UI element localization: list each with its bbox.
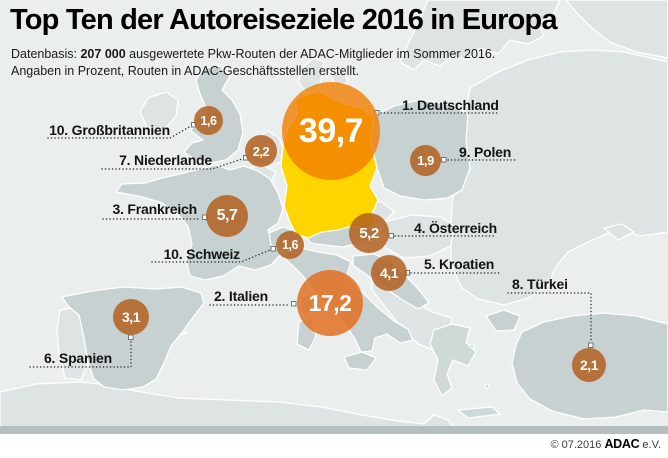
bubble-value-kroatien: 4,1 <box>380 265 398 281</box>
label-niederlande: 7. Niederlande <box>119 152 212 168</box>
copyright-suffix: e.V. <box>639 439 661 451</box>
bubble-value-spanien: 3,1 <box>122 309 140 325</box>
bubble-deutschland: 39,7 <box>282 82 380 180</box>
bubble-value-oesterreich: 5,2 <box>359 224 379 242</box>
region-turkey-thrace <box>485 309 521 332</box>
bubble-italien: 17,2 <box>297 270 363 336</box>
country-ireland <box>139 91 179 131</box>
bubble-value-frankreich: 5,7 <box>216 207 238 224</box>
leader-tuerkei <box>507 292 592 343</box>
country-greece <box>429 323 477 397</box>
label-grossbritannien: 10. Großbritannien <box>49 122 170 138</box>
marker-italien <box>291 301 297 307</box>
subtitle-line1-rest: ausgewertete Pkw-Routen der ADAC-Mitglie… <box>125 47 496 61</box>
leader-grossbritannien <box>47 125 192 139</box>
leader-spanien <box>29 340 132 368</box>
region-crimea <box>603 223 635 241</box>
adac-brand-text: ADAC <box>604 437 640 451</box>
page-title: Top Ten der Autoreiseziele 2016 in Europ… <box>10 4 558 36</box>
label-frankreich: 3. Frankreich <box>112 201 197 217</box>
bubble-tuerkei: 2,1 <box>572 348 606 382</box>
bubble-grossbritannien: 1,6 <box>194 106 223 135</box>
aegean-island <box>477 365 483 371</box>
aegean-island <box>469 343 475 349</box>
subtitle: Datenbasis: 207 000 ausgewertete Pkw-Rou… <box>11 46 495 80</box>
bubble-frankreich: 5,7 <box>206 195 248 237</box>
marker-schweiz <box>270 246 276 252</box>
marker-tuerkei <box>588 342 594 348</box>
subtitle-line1-prefix: Datenbasis: <box>11 47 81 61</box>
marker-oesterreich <box>388 233 394 239</box>
label-kroatien: 5. Kroatien <box>424 256 495 272</box>
label-italien: 2. Italien <box>213 288 268 304</box>
label-deutschland: 1. Deutschland <box>402 97 499 113</box>
label-tuerkei: 8. Türkei <box>512 276 568 292</box>
country-scandinavia <box>399 0 561 71</box>
bubble-schweiz: 1,6 <box>276 231 304 259</box>
marker-polen <box>441 157 447 163</box>
divider-bar <box>0 426 668 434</box>
bubble-polen: 1,9 <box>410 145 441 176</box>
bubble-value-italien: 17,2 <box>308 289 352 316</box>
marker-spanien <box>128 334 134 340</box>
leader-lines <box>29 112 592 368</box>
bubble-value-grossbritannien: 1,6 <box>200 113 217 128</box>
label-polen: 9. Polen <box>459 144 512 160</box>
copyright-prefix: © 07.2016 <box>550 439 605 451</box>
label-spanien: 6. Spanien <box>43 350 112 366</box>
label-oesterreich: 4. Österreich <box>414 220 497 236</box>
country-france <box>115 164 284 281</box>
island-crete <box>457 406 501 419</box>
island-sicily <box>343 351 377 371</box>
copyright-note: © 07.2016 ADAC e.V. <box>550 437 661 451</box>
bubble-value-schweiz: 1,6 <box>282 238 298 252</box>
bubble-oesterreich: 5,2 <box>349 213 389 253</box>
bubble-value-deutschland: 39,7 <box>298 111 364 150</box>
subtitle-line2: Angaben in Prozent, Routen in ADAC-Gesch… <box>11 64 360 78</box>
bubble-value-tuerkei: 2,1 <box>580 357 598 373</box>
country-finland-russia <box>565 0 668 59</box>
label-schweiz: 10. Schweiz <box>163 246 241 262</box>
bubble-kroatien: 4,1 <box>371 255 407 291</box>
subtitle-line1-number: 207 000 <box>80 47 126 61</box>
bubble-niederlande: 2,2 <box>245 135 277 167</box>
bubble-spanien: 3,1 <box>113 299 149 335</box>
aegean-island <box>484 383 490 389</box>
bubble-value-niederlande: 2,2 <box>252 143 270 159</box>
bubble-value-polen: 1,9 <box>417 153 434 168</box>
